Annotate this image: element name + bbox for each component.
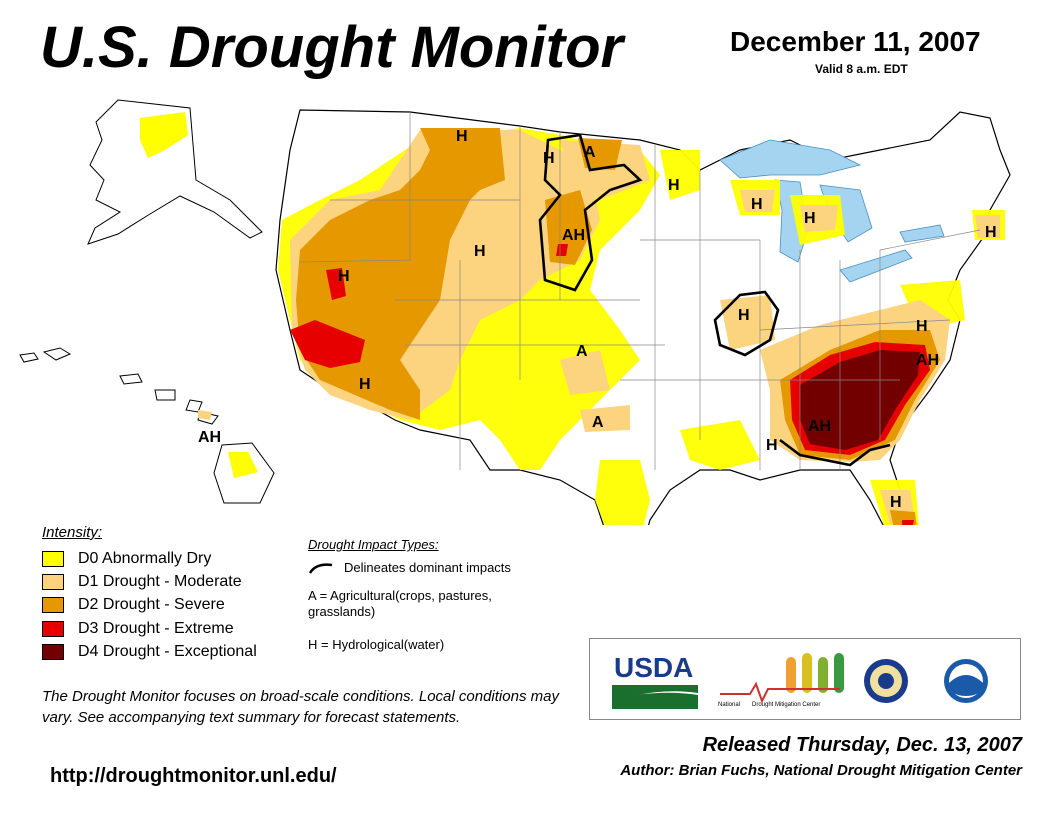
label-a-ok: A <box>592 414 604 431</box>
valid-time: Valid 8 a.m. EDT <box>815 62 908 76</box>
impact-labels: H H A H H H H AH H H H H A AH H A AH H A… <box>198 128 997 511</box>
logos-strip: USDA National Drought Mitigation Center <box>612 652 988 709</box>
label-h-nd: H <box>543 150 555 167</box>
legend-label: D0 Abnormally Dry <box>78 550 212 567</box>
legend-item-d3: D3 Drought - Extreme <box>42 618 234 640</box>
hawaii-d1 <box>198 410 212 420</box>
disclaimer-note: The Drought Monitor focuses on broad-sca… <box>42 688 559 726</box>
legend-heading: Intensity: <box>42 524 103 541</box>
label-h-new-england: H <box>985 224 997 241</box>
label-h-ca: H <box>338 268 350 285</box>
label-h-mo: H <box>738 307 750 324</box>
label-h-mn: H <box>668 177 680 194</box>
impact-boundaries <box>538 133 891 467</box>
noaa-logo-icon <box>944 659 988 703</box>
legend-item-d1: D1 Drought - Moderate <box>42 571 242 593</box>
swatch-d3 <box>42 621 64 637</box>
map-date: December 11, 2007 <box>730 26 981 57</box>
hawaii-islands <box>19 347 275 504</box>
swatch-d4 <box>42 644 64 660</box>
label-h-montana: H <box>456 128 468 145</box>
label-h-va: H <box>916 318 928 335</box>
website-link[interactable]: http://droughtmonitor.unl.edu/ <box>50 765 337 787</box>
label-a-nd: A <box>584 144 596 161</box>
swatch-d1 <box>42 574 64 590</box>
legend-label: D4 Drought - Exceptional <box>78 643 257 660</box>
label-h-az: H <box>359 376 371 393</box>
author-credit: Author: Brian Fuchs, National Drought Mi… <box>620 762 1022 779</box>
legend-item-d2: D2 Drought - Severe <box>42 594 225 616</box>
label-h-wi: H <box>751 196 763 213</box>
impact-line-icon <box>308 562 333 574</box>
lake-superior <box>719 139 862 179</box>
usda-text: USDA <box>614 652 693 683</box>
ndmc-prefix: National <box>718 702 740 708</box>
ndmc-logo: National Drought Mitigation Center <box>718 653 844 708</box>
legend-item-d0: D0 Abnormally Dry <box>42 548 211 570</box>
label-h-mi: H <box>804 210 816 227</box>
drought-map: H H A H H H H AH H H H H A AH H A AH H A… <box>19 99 1011 525</box>
impact-heading: Drought Impact Types: <box>308 537 439 552</box>
legend-label: D1 Drought - Moderate <box>78 573 242 590</box>
label-a-ks: A <box>576 343 588 360</box>
lake-ontario <box>899 224 945 243</box>
impact-line-label: Delineates dominant impacts <box>344 560 511 575</box>
page-title: U.S. Drought Monitor <box>40 15 624 80</box>
ndmc-name: Drought Mitigation Center <box>752 702 820 708</box>
hawaii-d0 <box>228 452 258 478</box>
label-ah-nc: AH <box>916 352 939 369</box>
label-ah-southeast: AH <box>808 418 831 435</box>
legend-label: D2 Drought - Severe <box>78 596 225 613</box>
impact-hydrological: H = Hydrological(water) <box>308 637 445 652</box>
alaska-d0 <box>140 112 188 158</box>
d4-areas <box>800 350 920 450</box>
release-date: Released Thursday, Dec. 13, 2007 <box>702 734 1022 756</box>
usda-logo: USDA <box>612 652 698 709</box>
swatch-d0 <box>42 551 64 567</box>
impact-line-key: Delineates dominant impacts <box>308 560 511 575</box>
label-h-fl: H <box>890 494 902 511</box>
swatch-d2 <box>42 597 64 613</box>
alaska-shape <box>87 99 263 245</box>
lake-erie <box>839 249 913 283</box>
agency-logos: USDA National Drought Mitigation Center <box>589 638 1021 720</box>
label-h-wy: H <box>474 243 486 260</box>
label-ah-sd: AH <box>562 227 585 244</box>
label-ah-hawaii: AH <box>198 429 221 446</box>
impact-agricultural: A = Agricultural(crops, pastures, grassl… <box>308 588 492 619</box>
legend-item-d4: D4 Drought - Exceptional <box>42 641 257 663</box>
commerce-seal-icon <box>864 659 908 703</box>
legend-label: D3 Drought - Extreme <box>78 620 234 637</box>
state-lines <box>299 112 981 470</box>
label-h-ms: H <box>766 437 778 454</box>
